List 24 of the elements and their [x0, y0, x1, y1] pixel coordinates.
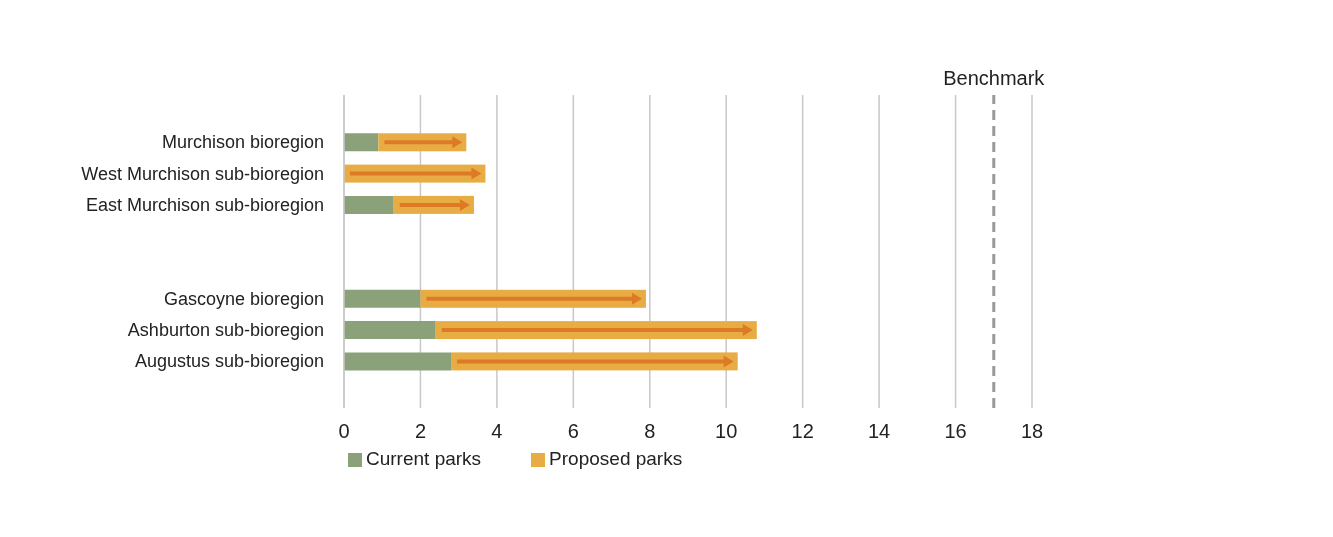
x-tick-label: 16	[944, 420, 967, 443]
x-tick-label: 12	[791, 420, 814, 443]
x-tick-label: 4	[491, 420, 503, 443]
legend-label: Proposed parks	[549, 448, 683, 469]
x-tick-label: 0	[338, 420, 350, 443]
legend-label: Current parks	[366, 448, 482, 469]
y-tick-label: Ashburton sub-bioregion	[127, 320, 324, 341]
y-tick-label: Murchison bioregion	[161, 132, 324, 153]
y-tick-label: Augustus sub-bioregion	[134, 351, 324, 372]
y-tick-label: West Murchison sub-bioregion	[81, 163, 324, 184]
bar	[344, 289, 421, 308]
y-tick-label: East Murchison sub-bioregion	[85, 194, 324, 215]
x-tick-label: 10	[715, 420, 738, 443]
bar	[344, 195, 394, 214]
bar	[344, 321, 436, 340]
x-tick-label: 2	[414, 420, 427, 443]
bar	[344, 133, 379, 152]
ref-line-label: Benchmark	[943, 67, 1046, 89]
x-tick-label: 6	[567, 420, 579, 443]
y-tick-label: Gascoyne bioregion	[163, 288, 324, 309]
x-tick-label: 18	[1020, 420, 1044, 443]
x-tick-label: 8	[644, 420, 656, 443]
bar	[344, 352, 452, 371]
x-tick-label: 14	[867, 420, 891, 443]
